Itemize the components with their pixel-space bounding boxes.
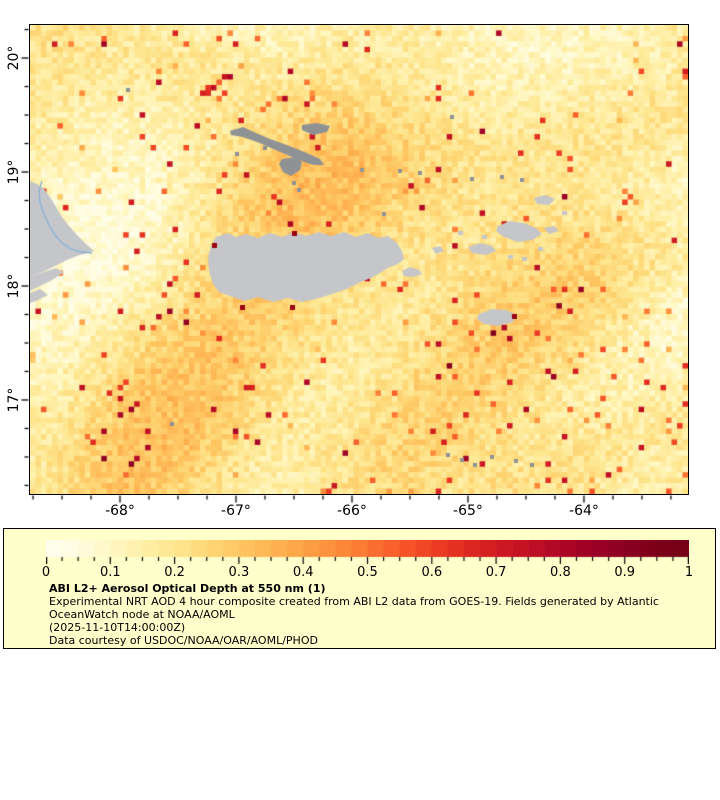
legend-description-line2: OceanWatch node at NOAA/AOML bbox=[49, 608, 235, 621]
aod-raster-canvas bbox=[30, 25, 688, 494]
legend-timestamp: (2025-11-10T14:00:00Z) bbox=[49, 621, 186, 634]
colorbar-tick-label: 0.4 bbox=[292, 565, 314, 580]
colorbar-tick-label: 1 bbox=[684, 565, 694, 580]
lon-tick-label: -67° bbox=[221, 503, 251, 519]
legend-panel: 0 0.1 0.2 0.3 0.4 0.5 0.6 0.7 0.8 0.9 1 ABI L2+ Ae… bbox=[3, 528, 716, 649]
colorbar-tick-label: 0.9 bbox=[614, 565, 636, 580]
colorbar-tick-label: 0.1 bbox=[99, 565, 121, 580]
lat-tick-label: 19° bbox=[6, 159, 22, 185]
colorbar-tick-label: 0.7 bbox=[485, 565, 507, 580]
legend-courtesy: Data courtesy of USDOC/NOAA/OAR/AOML/PHO… bbox=[49, 634, 318, 647]
colorbar-tick-label: 0 bbox=[41, 565, 51, 580]
lon-tick-label: -65° bbox=[453, 503, 483, 519]
colorbar-tick-label: 0.3 bbox=[228, 565, 250, 580]
colorbar-tick-label: 0.5 bbox=[357, 565, 378, 580]
colorbar-tick-label: 0.8 bbox=[550, 565, 571, 580]
legend-description-line1: Experimental NRT AOD 4 hour composite cr… bbox=[49, 595, 659, 608]
colorbar-tick-label: 0.6 bbox=[421, 565, 443, 580]
lat-tick-label: 18° bbox=[6, 273, 22, 299]
lon-tick-label: -66° bbox=[337, 503, 367, 519]
colorbar bbox=[46, 540, 689, 566]
legend-title: ABI L2+ Aerosol Optical Depth at 550 nm … bbox=[49, 582, 326, 595]
lon-tick-label: -64° bbox=[569, 503, 599, 519]
colorbar-tick-label: 0.2 bbox=[164, 565, 185, 580]
lat-tick-label: 20° bbox=[6, 45, 22, 71]
lat-tick-label: 17° bbox=[6, 387, 22, 413]
map-panel bbox=[29, 24, 689, 495]
legend-text-block: ABI L2+ Aerosol Optical Depth at 550 nm … bbox=[49, 582, 659, 647]
lon-tick-label: -68° bbox=[105, 503, 135, 519]
